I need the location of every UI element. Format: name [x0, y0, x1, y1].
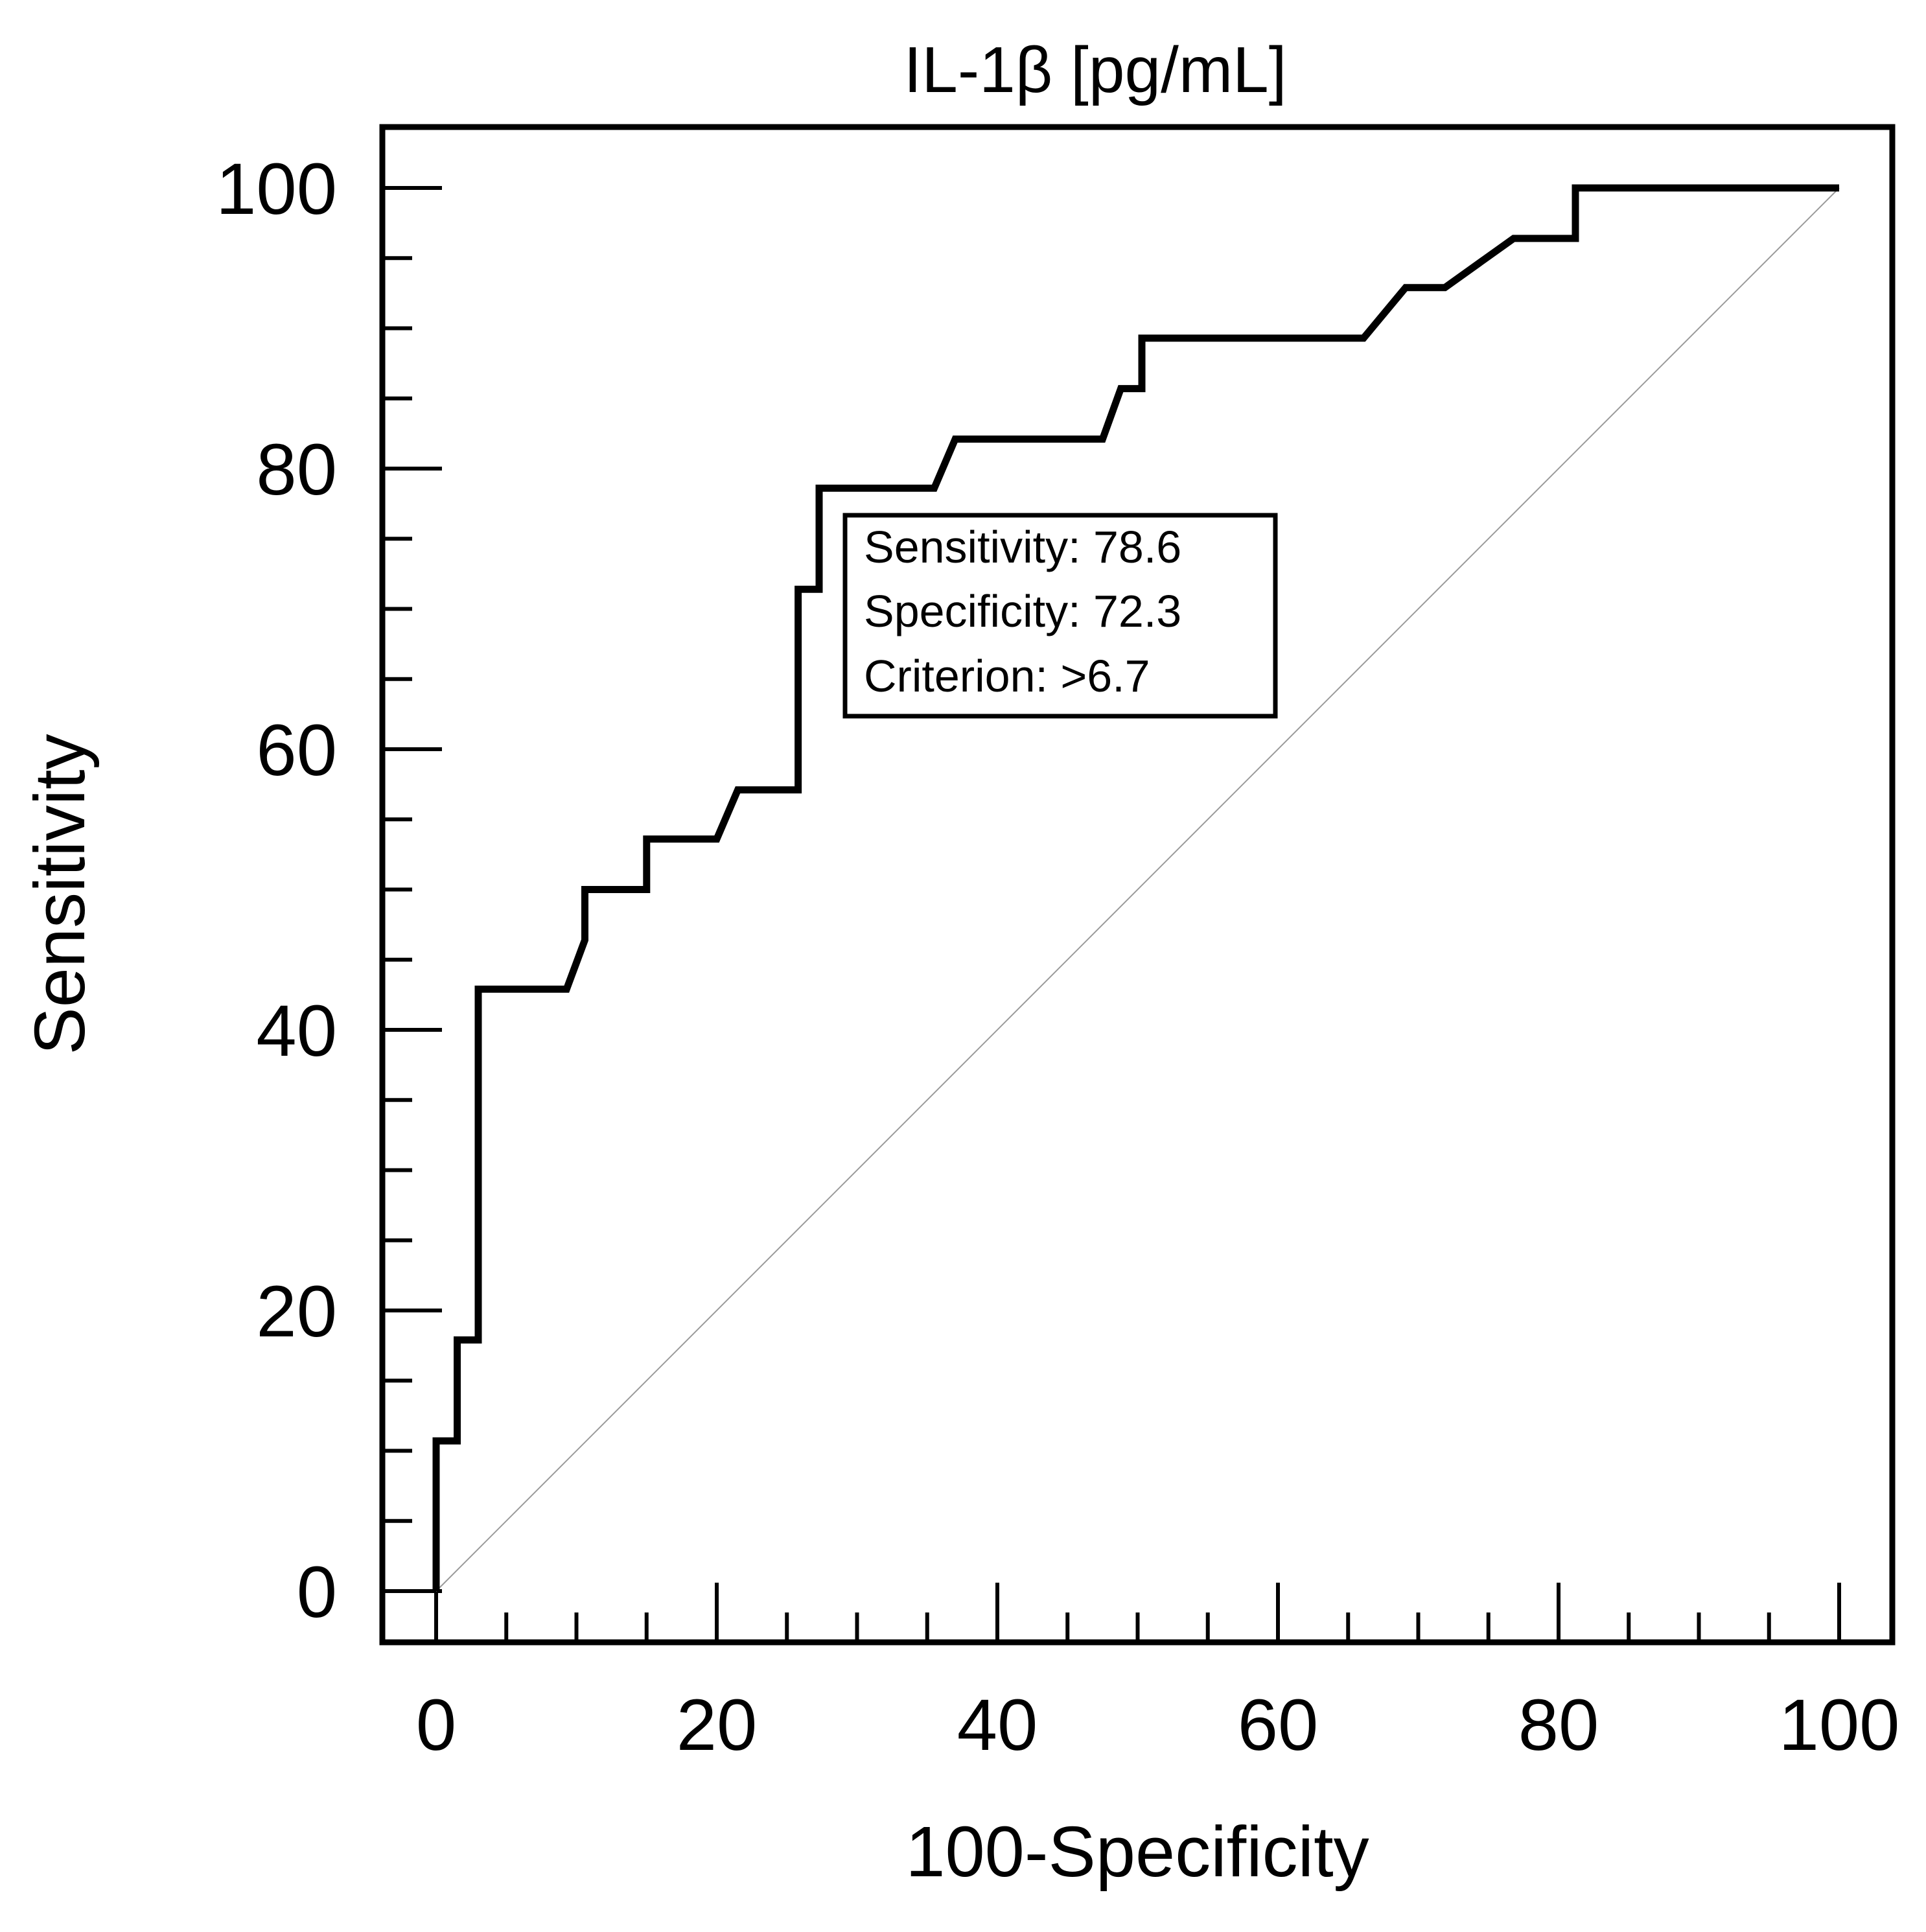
annotation-criterion: Criterion: >6.7 [864, 651, 1150, 701]
x-tick-label-60: 60 [1238, 1684, 1319, 1765]
roc-curve-line [432, 184, 1839, 1591]
x-axis-label: 100-Specificity [905, 1812, 1369, 1892]
annotation-sensitivity: Sensitivity: 78.6 [864, 522, 1181, 572]
axis-ticks [382, 186, 1841, 1642]
y-tick-label-100: 100 [216, 148, 337, 229]
x-tick-label-0: 0 [416, 1684, 456, 1765]
y-tick-label-60: 60 [256, 710, 337, 791]
y-tick-label-80: 80 [256, 429, 337, 510]
x-tick-label-100: 100 [1779, 1684, 1900, 1765]
x-tick-label-40: 40 [957, 1684, 1038, 1765]
annotation-specificity: Specificity: 72.3 [864, 586, 1181, 636]
chart-title: IL-1β [pg/mL] [903, 34, 1286, 106]
axis-tick-labels: 0 20 40 60 80 100 0 20 40 60 80 100 [216, 148, 1899, 1765]
y-tick-label-20: 20 [256, 1271, 337, 1352]
y-axis-label: Sensitivity [20, 734, 100, 1054]
series-layer [432, 184, 1840, 1592]
x-tick-label-80: 80 [1518, 1684, 1599, 1765]
y-tick-label-0: 0 [297, 1552, 337, 1633]
y-tick-label-40: 40 [256, 990, 337, 1071]
x-tick-label-20: 20 [677, 1684, 758, 1765]
reference-diagonal-line [435, 187, 1840, 1592]
criterion-annotation: Sensitivity: 78.6 Specificity: 72.3 Crit… [842, 513, 1278, 719]
annotation-box [842, 513, 1278, 719]
plot-frame [379, 124, 1896, 1646]
